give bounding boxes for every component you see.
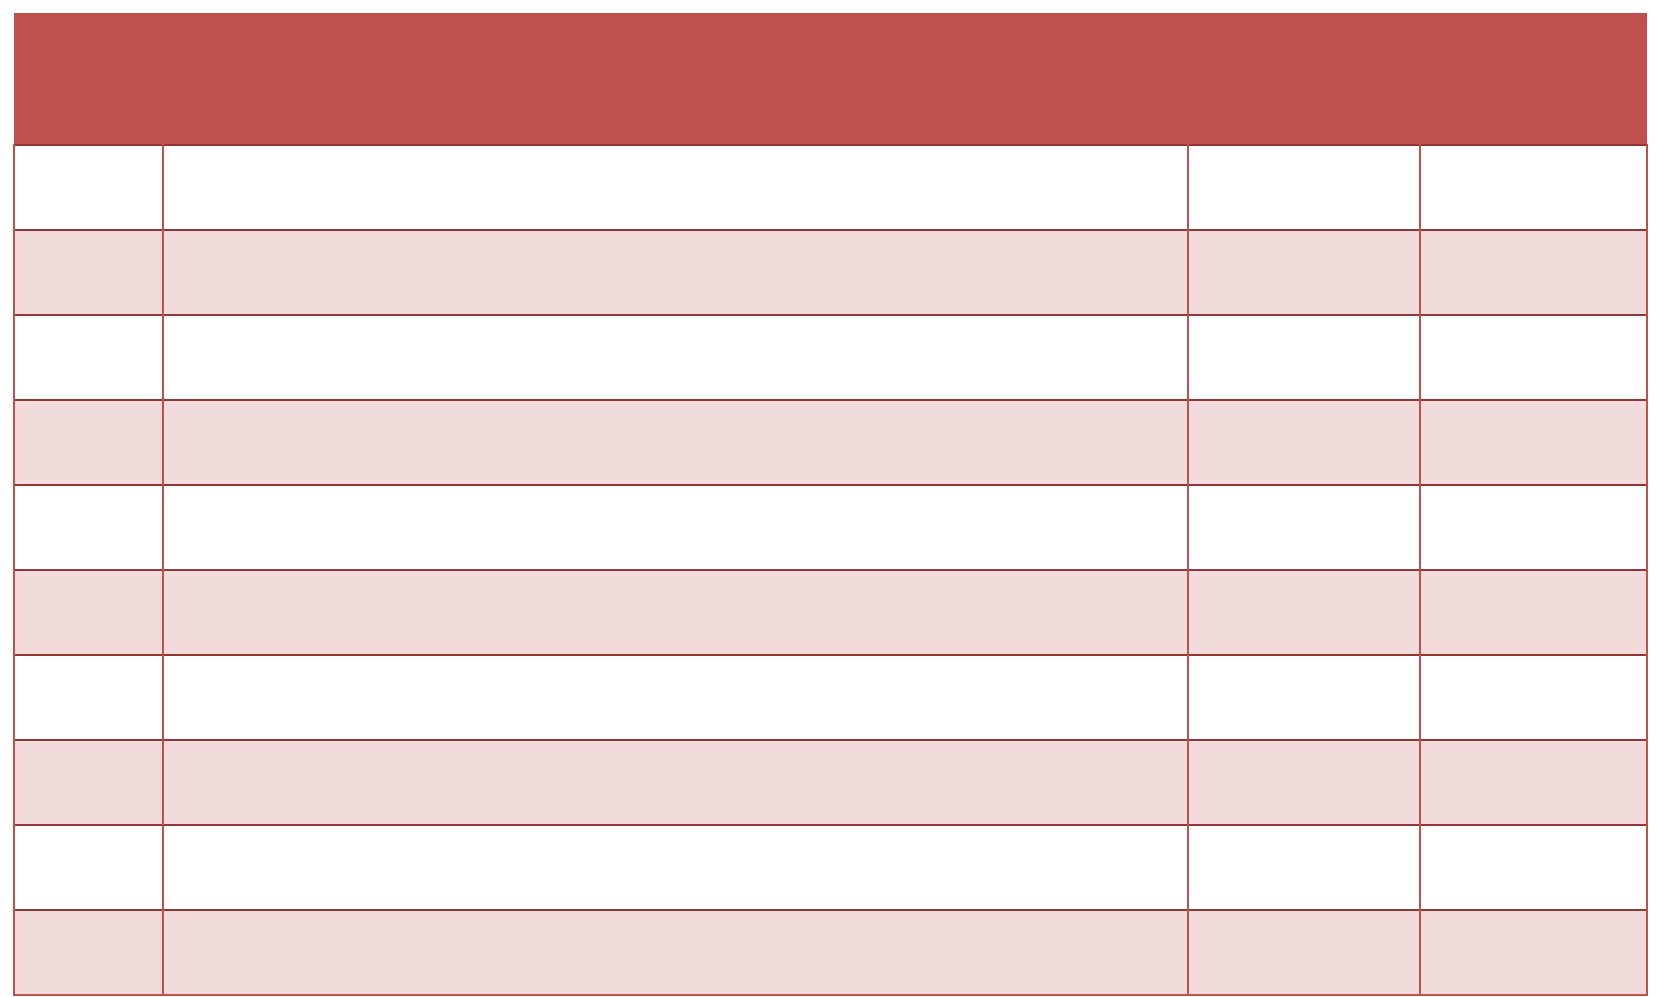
table-row <box>13 144 1648 230</box>
table-cell[interactable] <box>13 229 164 315</box>
header-cell <box>1420 13 1647 145</box>
table-row <box>13 569 1648 655</box>
table-cell[interactable] <box>162 909 1189 996</box>
table-cell[interactable] <box>1419 739 1648 825</box>
table-cell[interactable] <box>13 144 164 230</box>
table-cell[interactable] <box>13 654 164 740</box>
table-cell[interactable] <box>162 229 1189 315</box>
table-cell[interactable] <box>1419 144 1648 230</box>
table-cell[interactable] <box>162 484 1189 570</box>
table-cell[interactable] <box>1187 229 1421 315</box>
table-cell[interactable] <box>162 739 1189 825</box>
table-cell[interactable] <box>162 569 1189 655</box>
table-row <box>13 399 1648 485</box>
table-row <box>13 484 1648 570</box>
table-cell[interactable] <box>13 824 164 910</box>
table-cell[interactable] <box>13 909 164 996</box>
table-cell[interactable] <box>1419 484 1648 570</box>
table-cell[interactable] <box>1187 909 1421 996</box>
table-row <box>13 229 1648 315</box>
table-cell[interactable] <box>162 314 1189 400</box>
header-cell <box>14 13 163 145</box>
table-cell[interactable] <box>1187 484 1421 570</box>
table-row <box>13 314 1648 400</box>
table-cell[interactable] <box>1419 314 1648 400</box>
table-cell[interactable] <box>162 399 1189 485</box>
table-cell[interactable] <box>13 569 164 655</box>
table-cell[interactable] <box>162 824 1189 910</box>
header-cell <box>1188 13 1420 145</box>
table-cell[interactable] <box>1419 824 1648 910</box>
table-cell[interactable] <box>1187 314 1421 400</box>
table-row <box>13 739 1648 825</box>
table-row <box>13 654 1648 740</box>
table-row <box>13 909 1648 996</box>
table-cell[interactable] <box>1187 399 1421 485</box>
empty-table <box>13 13 1648 996</box>
table-cell[interactable] <box>1419 654 1648 740</box>
table-cell[interactable] <box>1419 229 1648 315</box>
table-cell[interactable] <box>1419 399 1648 485</box>
table-cell[interactable] <box>162 654 1189 740</box>
table-row <box>13 824 1648 910</box>
table-cell[interactable] <box>13 314 164 400</box>
table-cell[interactable] <box>1419 909 1648 996</box>
table-cell[interactable] <box>1187 824 1421 910</box>
header-cell <box>163 13 1188 145</box>
table-cell[interactable] <box>1187 569 1421 655</box>
table-cell[interactable] <box>13 739 164 825</box>
table-cell[interactable] <box>162 144 1189 230</box>
table-cell[interactable] <box>13 484 164 570</box>
table-cell[interactable] <box>1187 739 1421 825</box>
table-header-row <box>14 13 1647 145</box>
table-cell[interactable] <box>1187 144 1421 230</box>
table-cell[interactable] <box>13 399 164 485</box>
table-cell[interactable] <box>1419 569 1648 655</box>
table-cell[interactable] <box>1187 654 1421 740</box>
